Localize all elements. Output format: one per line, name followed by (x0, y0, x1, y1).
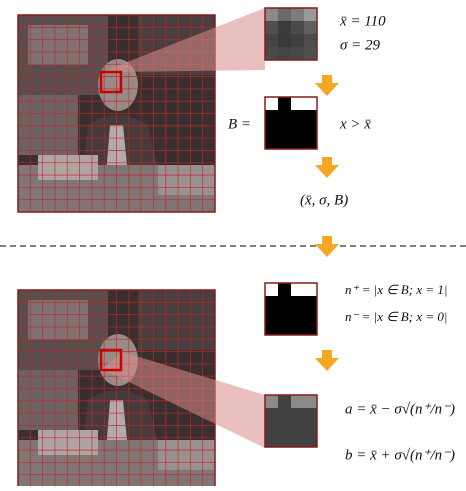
pixel (265, 434, 278, 447)
pixel (265, 395, 278, 408)
n-minus: n⁻ = |x ∈ B; x = 0| (345, 309, 447, 324)
pixel (278, 123, 291, 136)
pixel (304, 47, 317, 60)
pixel (278, 34, 291, 47)
pixel (265, 309, 278, 322)
bitmap-block (264, 96, 318, 150)
pixel (304, 395, 317, 408)
pixel (265, 283, 278, 296)
pixel (304, 421, 317, 434)
pixel (291, 296, 304, 309)
pixel (304, 97, 317, 110)
block-border (264, 282, 318, 336)
level-b: b = x̄ + σ√(n⁺/n⁻) (345, 447, 455, 463)
zoom-cone (102, 8, 265, 72)
pixel (291, 283, 304, 296)
pixel (291, 136, 304, 149)
reconstructed-block (264, 394, 318, 448)
pixel (291, 47, 304, 60)
pixel (291, 110, 304, 123)
pixel (304, 136, 317, 149)
block-border (264, 394, 318, 448)
pixel (304, 296, 317, 309)
pixel (304, 434, 317, 447)
pixel (278, 8, 291, 21)
pixel (291, 408, 304, 421)
pixel (291, 395, 304, 408)
pixel (291, 309, 304, 322)
selected-block (99, 348, 123, 372)
pixel (278, 283, 291, 296)
n-plus: n⁺ = |x ∈ B; x = 1| (345, 282, 447, 297)
zoom-cone (102, 352, 265, 448)
pixel (304, 283, 317, 296)
pixel (291, 322, 304, 335)
level-a: a = x̄ − σ√(n⁺/n⁻) (345, 401, 455, 417)
block-zoom (264, 7, 318, 61)
block-border (264, 7, 318, 61)
mean: x̄ = 110 (339, 13, 386, 29)
pixel (278, 309, 291, 322)
pixel (265, 8, 278, 21)
pixel (278, 395, 291, 408)
pixel (278, 322, 291, 335)
pixel (278, 47, 291, 60)
threshold: x > x̄ (339, 116, 371, 132)
pixel (265, 136, 278, 149)
pixel (265, 47, 278, 60)
pixel (304, 123, 317, 136)
pixel (278, 97, 291, 110)
pixel (278, 421, 291, 434)
pixel (304, 110, 317, 123)
pixel (265, 110, 278, 123)
flow-arrow (315, 157, 339, 178)
pixel (265, 21, 278, 34)
pixel (265, 322, 278, 335)
pixel (304, 8, 317, 21)
pixel (304, 309, 317, 322)
pixel (304, 322, 317, 335)
flow-arrow (315, 236, 339, 257)
top-photo (17, 14, 216, 213)
pixel (291, 97, 304, 110)
pixel (265, 123, 278, 136)
pixel (291, 8, 304, 21)
std: σ = 29 (340, 37, 381, 53)
pixel (265, 421, 278, 434)
pixel (304, 21, 317, 34)
flow-arrow (315, 75, 339, 96)
pixel (265, 408, 278, 421)
pixel (278, 136, 291, 149)
bitmap-block (264, 282, 318, 336)
bitmap-label: B = (228, 116, 251, 132)
pixel (278, 21, 291, 34)
pixel (291, 421, 304, 434)
pixel (291, 123, 304, 136)
pixel (278, 408, 291, 421)
pixel (278, 296, 291, 309)
block-border (264, 96, 318, 150)
flow-arrow (315, 350, 339, 371)
selected-block (99, 70, 123, 94)
pixel (265, 97, 278, 110)
pixel (265, 34, 278, 47)
pixel (304, 34, 317, 47)
pixel (291, 21, 304, 34)
pixel (278, 434, 291, 447)
pixel (291, 434, 304, 447)
output: (x̄, σ, B) (300, 192, 348, 208)
pixel (304, 408, 317, 421)
pixel (291, 34, 304, 47)
pixel (265, 296, 278, 309)
pixel (278, 110, 291, 123)
